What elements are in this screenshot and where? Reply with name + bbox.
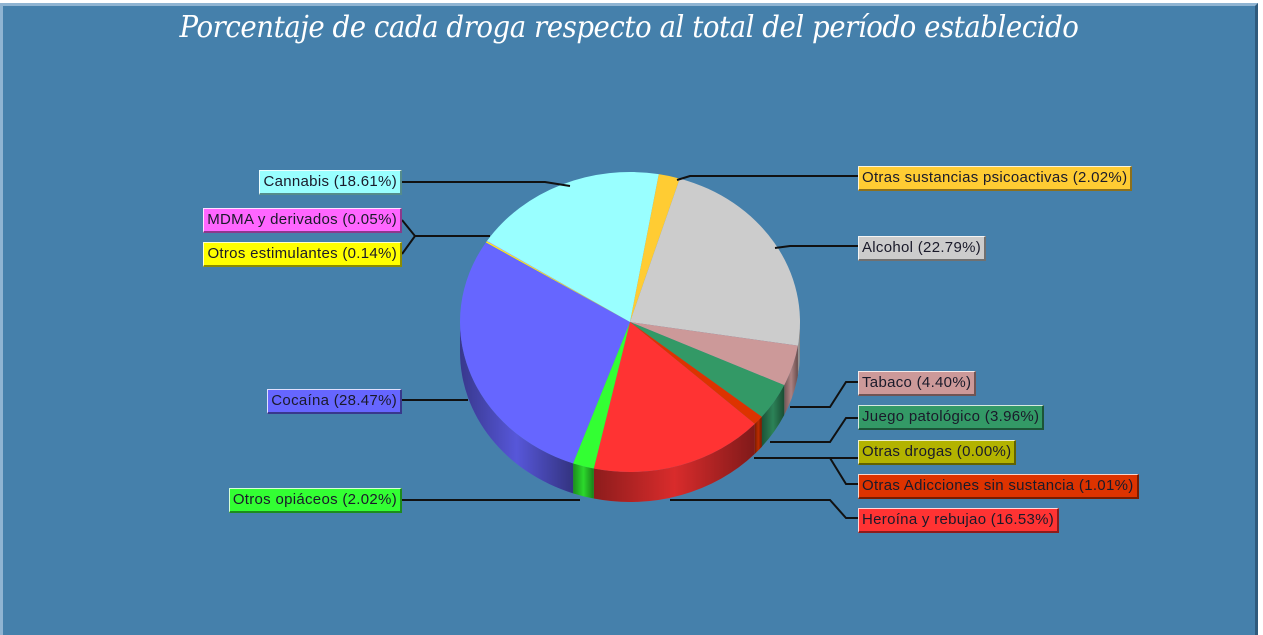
- pie-slice-coca-na: [459, 242, 630, 464]
- label-cannabis: Cannabis (18.61%): [259, 170, 402, 195]
- label-otros-opiaceos: Otros opiáceos (2.02%): [228, 488, 402, 513]
- label-tabaco: Tabaco (4.40%): [858, 371, 977, 396]
- label-heroina: Heroína y rebujao (16.53%): [858, 508, 1060, 533]
- pie-slice-alcohol: [630, 178, 800, 346]
- pie-side-shade: [754, 416, 762, 454]
- pie-slice-otros-opi-ceos: [573, 322, 630, 469]
- pie-slice-otros-estimulantes: [485, 241, 630, 322]
- pie-slice-hero-na-y-rebujao: [593, 322, 755, 472]
- label-mdma: MDMA y derivados (0.05%): [203, 208, 402, 233]
- pie-slice-tabaco: [630, 322, 798, 386]
- pie-slice-mdma-y-derivados: [486, 240, 630, 322]
- pie-slice-juego-patol-gico: [630, 322, 785, 417]
- pie-slices: [459, 172, 800, 472]
- chart-title: Porcentaje de cada droga respecto al tot…: [179, 10, 1079, 45]
- label-otros-estimulantes: Otros estimulantes (0.14%): [203, 242, 402, 267]
- pie-side-shade: [797, 322, 800, 376]
- pie-side-shade: [761, 385, 785, 447]
- pie-slice-cannabis: [487, 172, 659, 322]
- pie-side-shade: [593, 423, 755, 502]
- pie-side-shade: [460, 322, 574, 494]
- label-otras-adicciones: Otras Adicciones sin sustancia (1.01%): [858, 474, 1139, 499]
- label-juego-patologico: Juego patológico (3.96%): [858, 405, 1045, 430]
- pie-side-shade: [784, 345, 798, 416]
- pie-slice-otras-sustancias-psicoactivas: [630, 174, 680, 322]
- label-alcohol: Alcohol (22.79%): [858, 236, 987, 261]
- leader-lines: [401, 175, 858, 519]
- label-otras-sustancias-psicoactivas: Otras sustancias psicoactivas (2.02%): [858, 166, 1133, 191]
- label-cocaina: Cocaína (28.47%): [267, 389, 402, 414]
- pie-3d-side: [460, 322, 800, 502]
- pie-side-shade: [573, 463, 594, 499]
- label-otras-drogas: Otras drogas (0.00%): [858, 440, 1017, 465]
- pie-slice-otras-adicciones-sin-sustancia: [630, 322, 762, 424]
